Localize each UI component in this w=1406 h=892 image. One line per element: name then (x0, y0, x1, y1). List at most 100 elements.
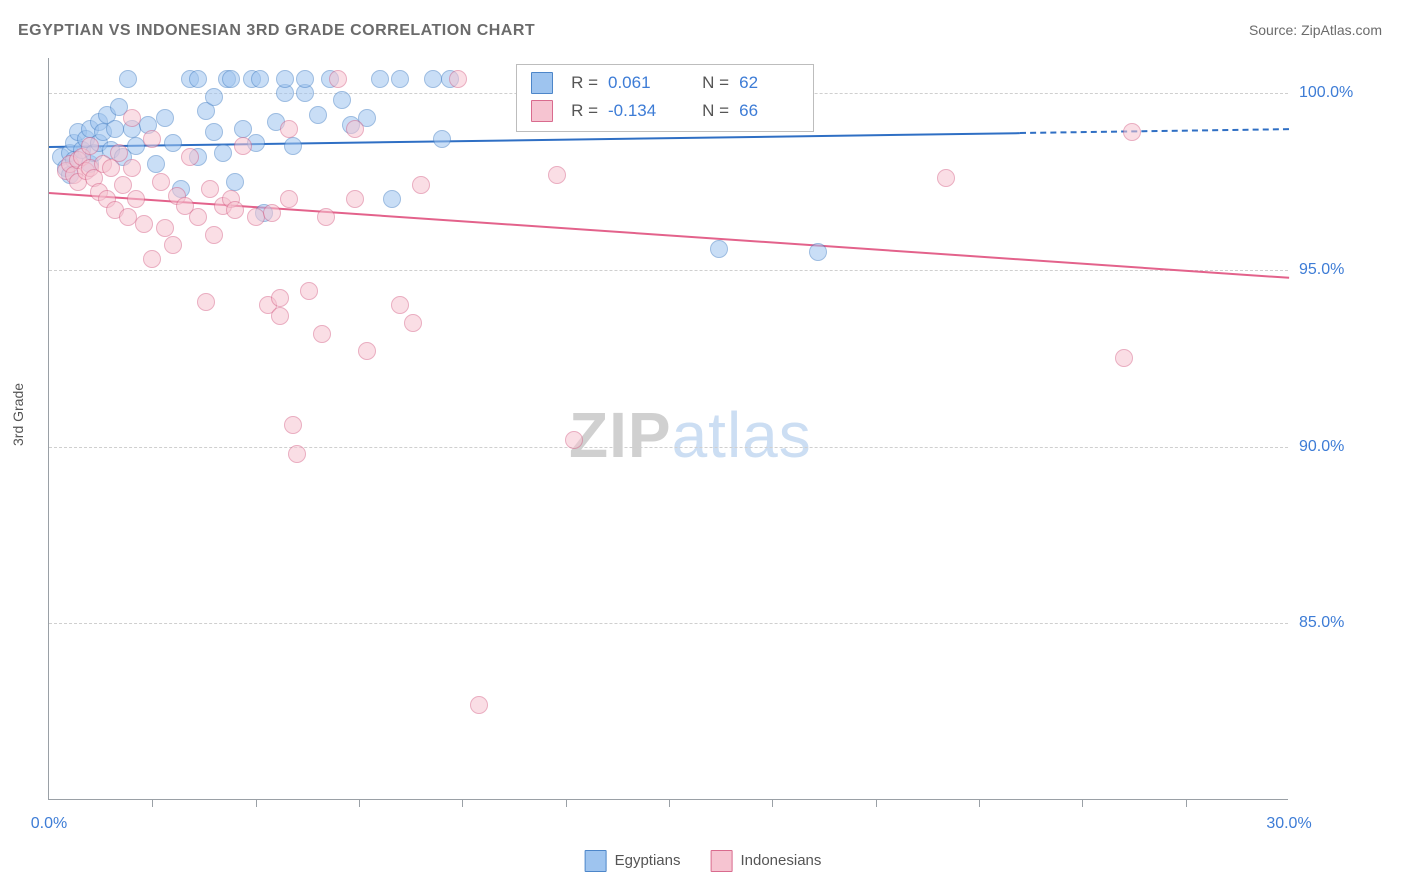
x-axis-label-left: 0.0% (31, 815, 67, 833)
data-point (164, 134, 182, 152)
data-point (284, 137, 302, 155)
data-point (205, 123, 223, 141)
data-point (317, 208, 335, 226)
data-point (470, 696, 488, 714)
x-tick (462, 799, 463, 807)
data-point (189, 208, 207, 226)
data-point (809, 243, 827, 261)
watermark-part2: atlas (672, 399, 812, 471)
trend-line (49, 132, 1020, 148)
stats-legend-swatch (531, 72, 553, 94)
data-point (81, 137, 99, 155)
stats-r-label: R = (571, 97, 598, 125)
stats-legend-row: R = -0.134 N = 66 (531, 97, 799, 125)
data-point (197, 293, 215, 311)
data-point (333, 91, 351, 109)
stats-n-label: N = (702, 97, 729, 125)
x-tick (772, 799, 773, 807)
data-point (346, 120, 364, 138)
data-point (280, 120, 298, 138)
data-point (234, 137, 252, 155)
source-attribution: Source: ZipAtlas.com (1249, 22, 1382, 38)
data-point (123, 109, 141, 127)
x-tick (1082, 799, 1083, 807)
data-point (205, 226, 223, 244)
data-point (288, 445, 306, 463)
stats-legend-row: R = 0.061 N = 62 (531, 69, 799, 97)
legend-item-egyptians: Egyptians (585, 850, 681, 872)
data-point (222, 70, 240, 88)
data-point (214, 144, 232, 162)
data-point (143, 250, 161, 268)
stats-n-value: 66 (739, 97, 799, 125)
legend-swatch-egyptians (585, 850, 607, 872)
data-point (276, 70, 294, 88)
chart-plot-area: ZIPatlas 85.0%90.0%95.0%100.0%0.0%30.0%R… (48, 58, 1288, 800)
y-tick-label: 100.0% (1299, 84, 1353, 102)
data-point (391, 70, 409, 88)
data-point (189, 70, 207, 88)
source-value: ZipAtlas.com (1301, 22, 1382, 38)
stats-legend-swatch (531, 100, 553, 122)
data-point (226, 201, 244, 219)
data-point (937, 169, 955, 187)
data-point (309, 106, 327, 124)
stats-legend: R = 0.061 N = 62R = -0.134 N = 66 (516, 64, 814, 132)
data-point (201, 180, 219, 198)
x-tick (876, 799, 877, 807)
trend-line (1020, 129, 1289, 135)
data-point (271, 307, 289, 325)
x-tick (152, 799, 153, 807)
y-tick-label: 95.0% (1299, 261, 1344, 279)
x-tick (566, 799, 567, 807)
gridline (49, 270, 1288, 271)
data-point (449, 70, 467, 88)
data-point (123, 159, 141, 177)
bottom-legend: Egyptians Indonesians (585, 850, 822, 872)
data-point (156, 219, 174, 237)
data-point (271, 289, 289, 307)
data-point (404, 314, 422, 332)
data-point (181, 148, 199, 166)
x-axis-label-right: 30.0% (1266, 815, 1311, 833)
data-point (143, 130, 161, 148)
x-tick (979, 799, 980, 807)
gridline (49, 447, 1288, 448)
data-point (226, 173, 244, 191)
data-point (383, 190, 401, 208)
legend-swatch-indonesians (710, 850, 732, 872)
data-point (147, 155, 165, 173)
data-point (371, 70, 389, 88)
data-point (329, 70, 347, 88)
x-tick (256, 799, 257, 807)
data-point (424, 70, 442, 88)
y-tick-label: 85.0% (1299, 614, 1344, 632)
stats-n-label: N = (702, 69, 729, 97)
data-point (247, 208, 265, 226)
stats-n-value: 62 (739, 69, 799, 97)
data-point (127, 137, 145, 155)
data-point (119, 208, 137, 226)
data-point (156, 109, 174, 127)
data-point (127, 190, 145, 208)
data-point (412, 176, 430, 194)
data-point (251, 70, 269, 88)
data-point (1115, 349, 1133, 367)
data-point (284, 416, 302, 434)
data-point (346, 190, 364, 208)
watermark: ZIPatlas (569, 398, 812, 472)
watermark-part1: ZIP (569, 399, 672, 471)
chart-title: EGYPTIAN VS INDONESIAN 3RD GRADE CORRELA… (18, 22, 535, 40)
legend-label-egyptians: Egyptians (615, 852, 681, 869)
data-point (358, 342, 376, 360)
data-point (280, 190, 298, 208)
data-point (164, 236, 182, 254)
gridline (49, 623, 1288, 624)
x-tick (359, 799, 360, 807)
data-point (296, 70, 314, 88)
stats-r-value: 0.061 (608, 69, 668, 97)
data-point (565, 431, 583, 449)
data-point (152, 173, 170, 191)
data-point (119, 70, 137, 88)
data-point (710, 240, 728, 258)
